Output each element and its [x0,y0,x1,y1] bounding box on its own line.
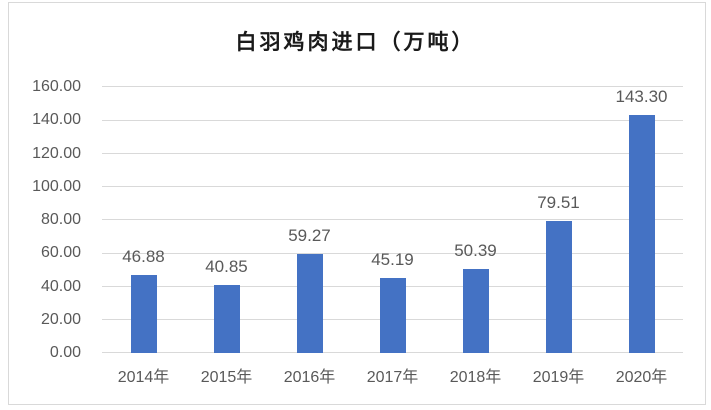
x-tick-label: 2017年 [366,369,419,386]
y-tick-label: 0.00 [49,344,81,361]
data-label: 45.19 [371,249,414,269]
gridline [102,219,683,221]
y-tick-label: 40.00 [40,277,81,295]
gridline [102,152,683,154]
bar [130,275,157,353]
x-tick-label: 2016年 [283,369,336,386]
gridline [102,86,683,88]
y-tick-label: 100.00 [32,177,81,195]
data-label: 40.85 [205,257,248,277]
y-tick-label: 140.00 [32,111,81,129]
data-label: 50.39 [454,241,497,261]
y-tick-label: 20.00 [40,310,81,328]
y-tick-label: 60.00 [40,244,81,262]
chart-title: 白羽鸡肉进口（万吨） [235,30,476,54]
chart-frame [8,2,706,405]
x-tick-label: 2019年 [532,369,585,386]
gridline [102,252,683,254]
data-label: 46.88 [122,247,165,267]
bar [213,285,240,353]
y-tick-label: 120.00 [32,144,81,162]
gridline [102,186,683,187]
y-tick-label: 80.00 [40,211,81,228]
data-label: 143.30 [615,86,668,106]
plot-area: 46.88 40.85 59.27 45.19 50.39 79.51 143.30 [102,86,683,354]
bar [628,114,655,353]
bar [545,220,572,353]
gridline [102,119,683,121]
x-tick-label: 2015年 [200,369,253,386]
data-label: 59.27 [288,226,331,246]
bar [379,277,406,353]
y-tick-label: 160.00 [32,78,81,95]
x-tick-label: 2014年 [117,369,170,386]
bar [462,269,489,353]
x-tick-label: 2018年 [449,369,502,386]
x-tick-label: 2020年 [615,369,668,386]
data-label: 79.51 [537,192,580,212]
bar [296,254,323,353]
